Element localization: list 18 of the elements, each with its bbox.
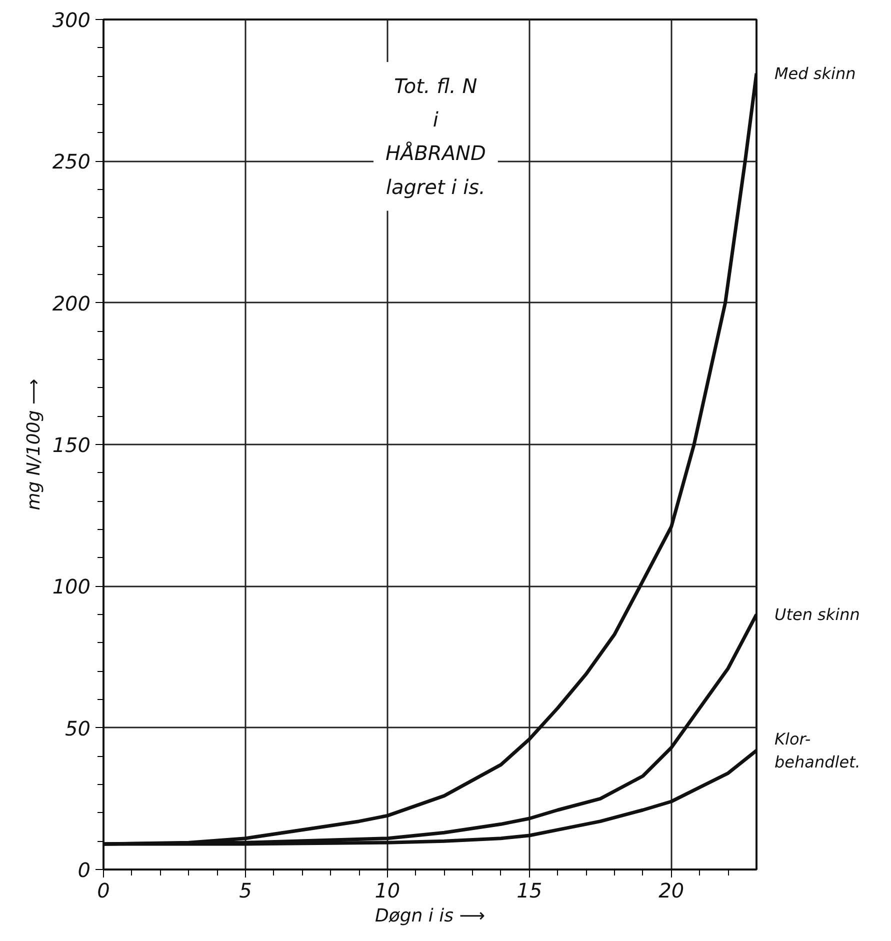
series-label: Uten skinn — [774, 605, 860, 624]
y-tick-label: 50 — [65, 716, 91, 740]
text: Tot. fl. N i HÅBRAND lagret i is. — [385, 74, 486, 199]
y-tick-label: 300 — [52, 8, 91, 32]
y-tick-label: 100 — [52, 574, 91, 599]
series-label: Klor- behandlet. — [774, 730, 860, 772]
y-tick-label: 0 — [78, 858, 91, 882]
x-tick-label: 10 — [374, 878, 400, 902]
y-tick-label: 200 — [52, 291, 91, 316]
x-axis-title: Døgn i is ⟶ — [374, 906, 486, 926]
x-tick-label: 20 — [658, 878, 684, 902]
x-tick-label: 5 — [239, 878, 252, 902]
series-label: Med skinn — [774, 64, 856, 83]
x-tick-label: 0 — [97, 878, 110, 902]
y-tick-label: 150 — [52, 433, 91, 457]
y-axis-title: mg N/100g ⟶ — [23, 378, 44, 510]
y-tick-label: 250 — [52, 150, 91, 174]
x-tick-label: 15 — [516, 878, 542, 902]
